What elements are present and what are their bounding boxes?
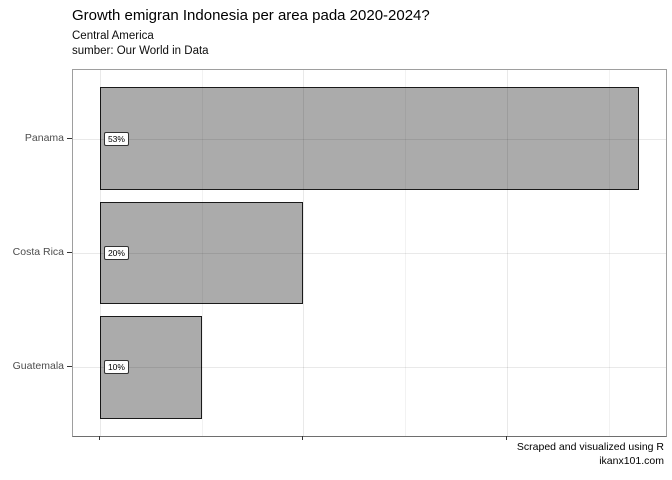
x-axis-tick bbox=[302, 436, 304, 440]
bar-value-label: 20% bbox=[103, 246, 129, 260]
bar-value-label: 53% bbox=[103, 131, 129, 146]
bar-value-label: 10% bbox=[103, 360, 129, 375]
y-axis-label-costa-rica: Costa Rica bbox=[12, 246, 64, 258]
y-axis-label-panama: Panama bbox=[24, 131, 64, 144]
bar-panama bbox=[99, 87, 640, 191]
caption-line2: ikanx101.com bbox=[599, 454, 664, 467]
bar-costa-rica bbox=[99, 201, 304, 305]
y-axis-tick bbox=[67, 137, 72, 139]
caption: Scraped and visualized using R ikanx101.… bbox=[517, 441, 664, 468]
chart-subtitle: Central America sumber: Our World in Dat… bbox=[72, 29, 209, 58]
y-axis-tick bbox=[67, 252, 72, 253]
chart-title: Growth emigran Indonesia per area pada 2… bbox=[72, 7, 430, 24]
x-axis-tick bbox=[505, 436, 507, 440]
y-axis-label-guatemala: Guatemala bbox=[12, 360, 64, 373]
caption-line1: Scraped and visualized using R bbox=[516, 441, 664, 453]
x-axis-tick bbox=[98, 436, 100, 440]
plot-panel: 53% 20% 10% bbox=[72, 69, 667, 437]
y-axis-tick bbox=[67, 366, 72, 368]
chart-source-note: sumber: Our World in Data bbox=[72, 44, 209, 57]
chart-subtitle-line1: Central America bbox=[72, 30, 154, 42]
